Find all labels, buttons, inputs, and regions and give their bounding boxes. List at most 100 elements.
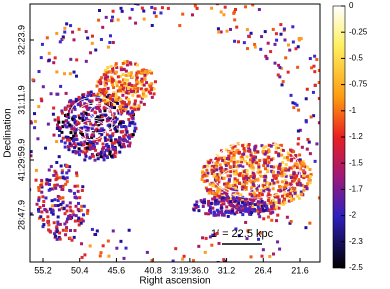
image-pixel xyxy=(113,94,117,98)
image-pixel xyxy=(77,201,81,205)
image-pixel xyxy=(233,18,237,22)
image-pixel xyxy=(43,207,47,211)
image-pixel xyxy=(152,87,156,91)
image-pixel xyxy=(125,91,129,95)
image-pixel xyxy=(91,146,95,150)
image-pixel xyxy=(253,161,257,165)
image-pixel xyxy=(79,141,83,145)
image-pixel xyxy=(251,182,255,186)
image-pixel xyxy=(273,61,277,65)
image-pixel xyxy=(282,202,286,206)
image-pixel xyxy=(68,236,72,240)
image-pixel xyxy=(224,192,228,196)
image-pixel xyxy=(222,202,226,206)
image-pixel xyxy=(217,177,221,181)
colorbar-tick-label: -1.2 xyxy=(349,132,363,141)
image-pixel xyxy=(68,138,72,142)
image-pixel xyxy=(238,164,242,168)
image-pixel xyxy=(292,197,296,201)
x-tick-label: 55.2 xyxy=(34,265,52,275)
image-pixel xyxy=(302,174,306,178)
image-pixel xyxy=(111,117,115,121)
image-pixel xyxy=(208,208,212,212)
image-pixel xyxy=(145,81,149,85)
image-pixel xyxy=(298,161,302,165)
image-pixel xyxy=(209,201,213,205)
image-pixel xyxy=(115,246,119,250)
image-pixel xyxy=(69,104,73,108)
image-pixel xyxy=(56,123,60,127)
image-pixel xyxy=(304,97,308,101)
image-pixel xyxy=(55,237,59,241)
image-pixel xyxy=(205,179,209,183)
x-tick-label: 45.6 xyxy=(108,265,126,275)
image-pixel xyxy=(308,152,312,156)
image-pixel xyxy=(31,78,35,82)
image-pixel xyxy=(95,84,99,88)
image-pixel xyxy=(248,149,252,153)
image-pixel xyxy=(72,118,76,122)
image-pixel xyxy=(99,150,103,154)
image-pixel xyxy=(88,156,92,160)
image-pixel xyxy=(37,105,41,109)
image-pixel xyxy=(231,188,235,192)
image-pixel xyxy=(116,75,120,79)
image-pixel xyxy=(114,64,118,68)
image-pixel xyxy=(246,144,250,148)
image-pixel xyxy=(55,140,59,144)
image-pixel xyxy=(221,196,225,200)
image-pixel xyxy=(281,148,285,152)
image-pixel xyxy=(118,104,122,108)
image-pixel xyxy=(277,189,281,193)
image-pixel xyxy=(127,97,131,101)
image-pixel xyxy=(77,219,81,223)
image-pixel xyxy=(261,183,265,187)
image-pixel xyxy=(224,186,228,190)
image-pixel xyxy=(118,143,122,147)
image-pixel xyxy=(128,73,132,77)
image-pixel xyxy=(127,228,131,232)
image-pixel xyxy=(129,266,132,269)
image-pixel xyxy=(30,154,33,158)
image-pixel xyxy=(72,70,76,74)
image-pixel xyxy=(288,190,292,194)
image-pixel xyxy=(211,206,215,210)
image-pixel xyxy=(329,108,332,111)
image-pixel xyxy=(62,206,66,210)
image-pixel xyxy=(248,212,252,216)
image-pixel xyxy=(56,220,60,224)
image-pixel xyxy=(231,147,235,151)
image-pixel xyxy=(101,155,105,159)
image-pixel xyxy=(114,62,118,66)
image-pixel xyxy=(250,211,254,215)
image-pixel xyxy=(87,113,91,117)
image-pixel xyxy=(260,144,264,148)
image-pixel xyxy=(102,158,106,162)
image-pixel xyxy=(260,35,264,39)
colorbar-tick-label: -0.5 xyxy=(349,54,363,63)
image-pixel xyxy=(108,34,112,38)
image-pixel xyxy=(217,186,221,190)
image-pixel xyxy=(69,57,73,61)
image-pixel xyxy=(256,150,260,154)
image-pixel xyxy=(295,103,299,107)
image-pixel xyxy=(252,157,256,161)
image-pixel xyxy=(218,173,222,177)
image-pixel xyxy=(97,124,101,128)
image-pixel xyxy=(106,75,110,79)
image-pixel xyxy=(296,129,300,133)
image-pixel xyxy=(237,150,241,154)
image-pixel xyxy=(64,119,68,123)
image-pixel xyxy=(275,205,279,209)
image-pixel xyxy=(119,6,123,10)
image-pixel xyxy=(307,178,311,182)
image-pixel xyxy=(217,30,221,34)
image-pixel xyxy=(213,232,217,236)
image-pixel xyxy=(139,87,143,91)
image-pixel xyxy=(90,99,94,103)
image-pixel xyxy=(258,210,262,214)
image-pixel xyxy=(323,130,326,133)
image-pixel xyxy=(54,178,58,182)
image-pixel xyxy=(284,179,288,183)
image-pixel xyxy=(79,149,83,153)
